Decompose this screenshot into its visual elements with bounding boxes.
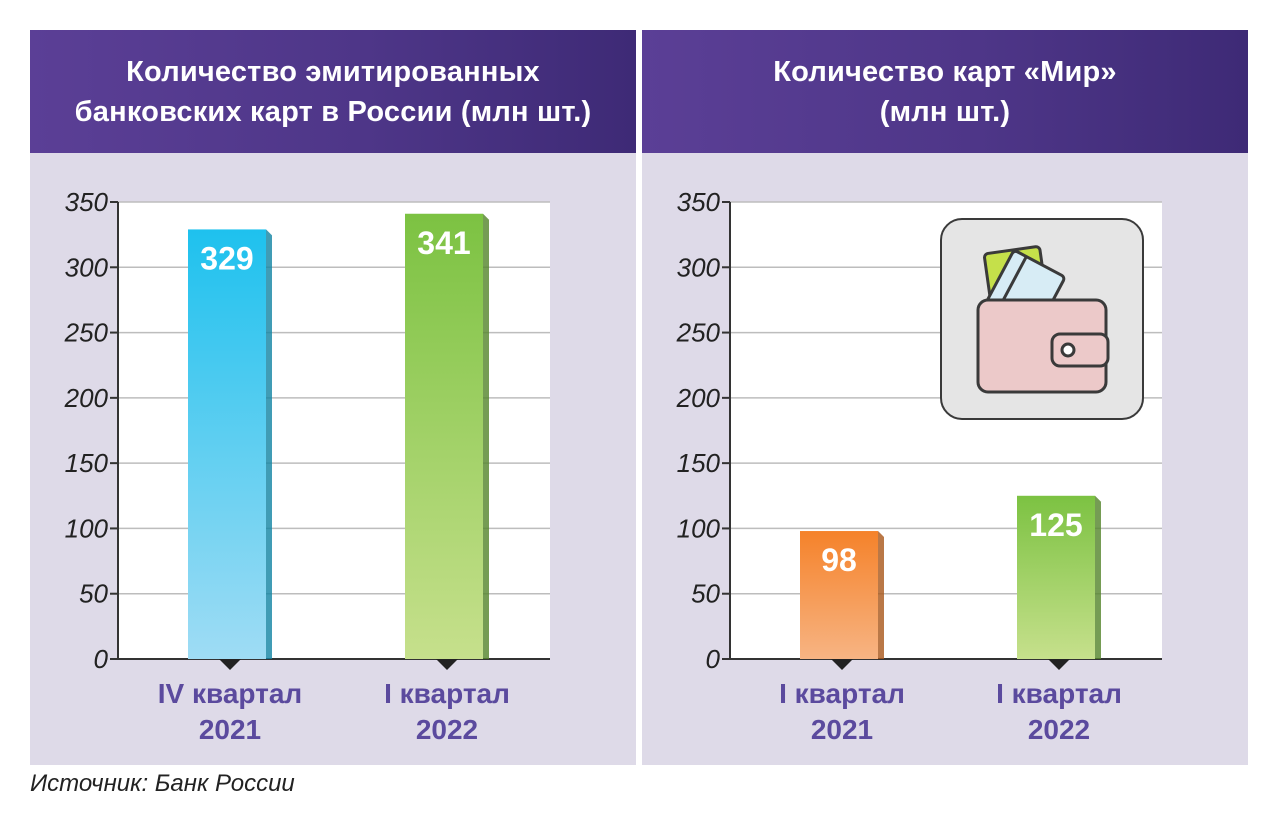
x-category-label: I квартал bbox=[996, 678, 1122, 709]
chart-panel-issued-cards: Количество эмитированных банковских карт… bbox=[30, 30, 636, 765]
bar-side-shade bbox=[266, 229, 272, 660]
bar bbox=[1017, 495, 1095, 659]
chart-title-line-2: (млн шт.) bbox=[879, 95, 1011, 128]
bar-side-shade bbox=[483, 213, 489, 659]
y-tick-label: 150 bbox=[677, 448, 721, 478]
y-tick-label: 200 bbox=[64, 383, 109, 413]
panel-divider bbox=[636, 30, 642, 765]
chart-title-line-1: Количество эмитированных bbox=[126, 55, 540, 88]
x-tick-marker bbox=[436, 659, 458, 670]
bar-side bbox=[1095, 495, 1101, 659]
x-tick-marker bbox=[219, 659, 241, 670]
y-tick-label: 250 bbox=[64, 318, 109, 348]
bar bbox=[188, 229, 266, 660]
y-tick-label: 0 bbox=[706, 644, 721, 674]
y-tick-label: 100 bbox=[677, 513, 721, 543]
x-category-label: I квартал bbox=[384, 678, 510, 709]
bar-chart-issued-cards: 0 50 100 150 200 250 300 350 329 IV квартал 2021 34… bbox=[64, 187, 550, 745]
x-tick-marker bbox=[831, 659, 853, 670]
x-category-label: 2021 bbox=[199, 714, 261, 745]
bar bbox=[405, 213, 483, 659]
bar-side bbox=[266, 229, 272, 660]
data-label: 125 bbox=[1029, 507, 1082, 543]
y-tick-label: 150 bbox=[65, 448, 109, 478]
x-category-label: 2021 bbox=[811, 714, 873, 745]
y-tick-label: 350 bbox=[65, 187, 109, 217]
bar bbox=[800, 531, 878, 659]
y-tick-label: 50 bbox=[691, 579, 720, 609]
bar-side bbox=[878, 531, 884, 659]
y-tick-label: 50 bbox=[79, 579, 108, 609]
source-note: Источник: Банк России bbox=[30, 770, 295, 797]
wallet-with-cards-icon: ₽ bbox=[940, 218, 1144, 420]
x-category-label: 2022 bbox=[416, 714, 478, 745]
x-category-label: I квартал bbox=[779, 678, 905, 709]
bar-side-shade bbox=[1095, 495, 1101, 659]
y-tick-label: 250 bbox=[676, 318, 721, 348]
y-tick-label: 350 bbox=[677, 187, 721, 217]
chart-title: Количество эмитированных банковских карт… bbox=[55, 52, 612, 132]
chart-header: Количество карт «Мир» (млн шт.) bbox=[642, 30, 1248, 153]
x-category-label: IV квартал bbox=[158, 678, 302, 709]
y-tick-label: 100 bbox=[65, 513, 109, 543]
chart-title: Количество карт «Мир» (млн шт.) bbox=[753, 52, 1136, 132]
chart-title-line-1: Количество карт «Мир» bbox=[773, 55, 1117, 88]
x-tick-marker bbox=[1048, 659, 1070, 670]
chart-title-line-2: банковских карт в России (млн шт.) bbox=[74, 95, 592, 128]
y-tick-label: 300 bbox=[65, 252, 109, 282]
y-tick-label: 300 bbox=[677, 252, 721, 282]
chart-header: Количество эмитированных банковских карт… bbox=[30, 30, 636, 153]
data-label: 341 bbox=[417, 225, 470, 261]
y-tick-label: 200 bbox=[676, 383, 721, 413]
bar-side-shade bbox=[878, 531, 884, 659]
x-category-label: 2022 bbox=[1028, 714, 1090, 745]
data-label: 98 bbox=[821, 542, 857, 578]
y-tick-label: 0 bbox=[94, 644, 109, 674]
data-label: 329 bbox=[200, 240, 253, 276]
bar-side bbox=[483, 213, 489, 659]
